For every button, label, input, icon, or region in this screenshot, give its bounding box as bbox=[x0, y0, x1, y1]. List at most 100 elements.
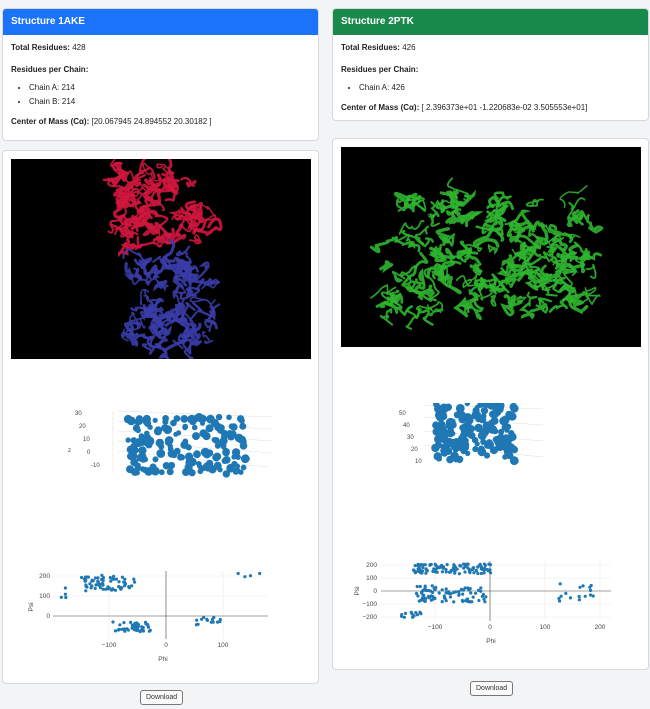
y-tick: 200 bbox=[366, 562, 377, 569]
axis-ticks: 50 40 30 20 10 bbox=[399, 411, 422, 465]
ribbon-segment bbox=[102, 174, 124, 188]
rama-point bbox=[63, 592, 67, 596]
rama-point bbox=[433, 588, 437, 592]
rama-point bbox=[469, 591, 473, 595]
3d-point bbox=[142, 418, 150, 426]
3d-point bbox=[168, 463, 175, 470]
ribbon-segment bbox=[503, 294, 517, 309]
rama-point bbox=[419, 612, 423, 616]
3d-point bbox=[164, 436, 174, 445]
3d-point bbox=[222, 470, 230, 478]
ribbon-segment bbox=[488, 195, 515, 211]
3d-point bbox=[215, 413, 223, 421]
ca-3d-scatter-plot[interactable]: 50 40 30 20 10 bbox=[393, 403, 553, 473]
rama-point bbox=[452, 564, 457, 568]
rama-point bbox=[466, 566, 470, 570]
rama-point bbox=[431, 597, 435, 601]
3d-point bbox=[492, 436, 498, 443]
3d-point bbox=[480, 438, 487, 445]
y-tick: 0 bbox=[373, 588, 377, 595]
rama-point bbox=[482, 562, 486, 566]
3d-point bbox=[143, 438, 152, 447]
rama-point bbox=[248, 574, 253, 578]
rama-point bbox=[471, 595, 475, 599]
total-residues-value: 426 bbox=[402, 43, 416, 52]
3d-point bbox=[434, 453, 440, 460]
ribbon-segment bbox=[511, 248, 525, 262]
ribbon-segment bbox=[462, 273, 478, 289]
rama-point bbox=[477, 598, 481, 603]
ribbon-segment bbox=[539, 273, 558, 286]
rama-point bbox=[205, 618, 209, 622]
z-axis-ticks: 30 20 10 0 -10 bbox=[75, 411, 100, 469]
ribbon-segment bbox=[117, 184, 137, 201]
ribbon-segment bbox=[528, 297, 553, 313]
rama-point bbox=[403, 611, 408, 615]
rama-point bbox=[412, 568, 416, 572]
rama-point bbox=[117, 580, 121, 584]
3d-point bbox=[502, 454, 508, 460]
rama-point bbox=[143, 620, 148, 624]
3d-point bbox=[472, 446, 479, 453]
y-tick: −100 bbox=[362, 601, 377, 608]
rama-point bbox=[441, 566, 445, 570]
y-tick: 100 bbox=[39, 593, 50, 600]
rama-point bbox=[577, 594, 581, 599]
rama-point bbox=[444, 570, 448, 574]
x-tick: 0 bbox=[488, 624, 492, 631]
rama-point bbox=[474, 568, 478, 573]
ribbon-segment bbox=[165, 223, 187, 245]
molecule-viewer[interactable] bbox=[11, 159, 311, 359]
rama-point bbox=[470, 600, 474, 604]
total-residues-label: Total Residues: bbox=[11, 43, 70, 52]
3d-points bbox=[123, 413, 250, 478]
rama-point bbox=[417, 564, 422, 568]
molecule-viewer[interactable] bbox=[341, 147, 641, 347]
rama-point bbox=[243, 575, 247, 579]
ribbon-segment bbox=[130, 273, 152, 285]
ribbon-segment bbox=[556, 248, 572, 267]
ribbon-segment bbox=[189, 212, 198, 235]
rama-point bbox=[194, 623, 199, 627]
ribbon-segment bbox=[189, 296, 216, 309]
ribbon-segment bbox=[584, 286, 597, 299]
rama-point bbox=[141, 628, 145, 632]
ramachandran-plot[interactable]: 200 100 0 −100 −200 −100 0 100 200 Phi P… bbox=[341, 557, 641, 662]
residues-per-chain-label: Residues per Chain: bbox=[11, 65, 89, 74]
3d-point bbox=[442, 406, 449, 413]
3d-points bbox=[431, 403, 519, 466]
ribbon-segment bbox=[414, 307, 434, 326]
3d-point bbox=[495, 409, 502, 416]
rama-point bbox=[129, 620, 133, 624]
download-button[interactable]: Download bbox=[470, 681, 514, 696]
rama-point bbox=[443, 596, 447, 600]
ramachandran-points bbox=[59, 571, 262, 634]
rama-point bbox=[98, 586, 102, 590]
ramachandran-plot[interactable]: 200 100 0 −100 0 100 Phi Psi bbox=[23, 569, 273, 669]
rama-point bbox=[577, 598, 581, 602]
download-button[interactable]: Download bbox=[140, 690, 184, 705]
3d-point bbox=[237, 415, 245, 423]
ribbon-segment bbox=[375, 299, 399, 314]
rama-point bbox=[444, 599, 448, 603]
structure-2ptk-header: Structure 2PTK bbox=[333, 9, 648, 35]
3d-point bbox=[206, 414, 215, 424]
ribbon-segment bbox=[143, 177, 163, 201]
rama-point bbox=[479, 565, 483, 569]
3d-point bbox=[240, 464, 247, 471]
ribbon-segment bbox=[460, 246, 473, 263]
rama-point bbox=[146, 625, 151, 629]
ribbon-segment bbox=[500, 299, 523, 317]
center-of-mass-label: Center of Mass (Cα): bbox=[11, 117, 90, 126]
rama-point bbox=[82, 577, 87, 581]
ca-3d-scatter-plot[interactable]: z 30 20 10 0 -10 bbox=[53, 409, 283, 479]
3d-point bbox=[194, 413, 204, 422]
3d-point bbox=[138, 446, 147, 455]
rama-point bbox=[461, 592, 465, 596]
ribbon-segment bbox=[379, 308, 394, 326]
x-tick: −100 bbox=[428, 624, 443, 631]
ribbon-segment bbox=[194, 277, 221, 286]
rama-point bbox=[429, 562, 433, 567]
ribbon-segment bbox=[490, 294, 497, 307]
3d-point bbox=[135, 427, 141, 434]
